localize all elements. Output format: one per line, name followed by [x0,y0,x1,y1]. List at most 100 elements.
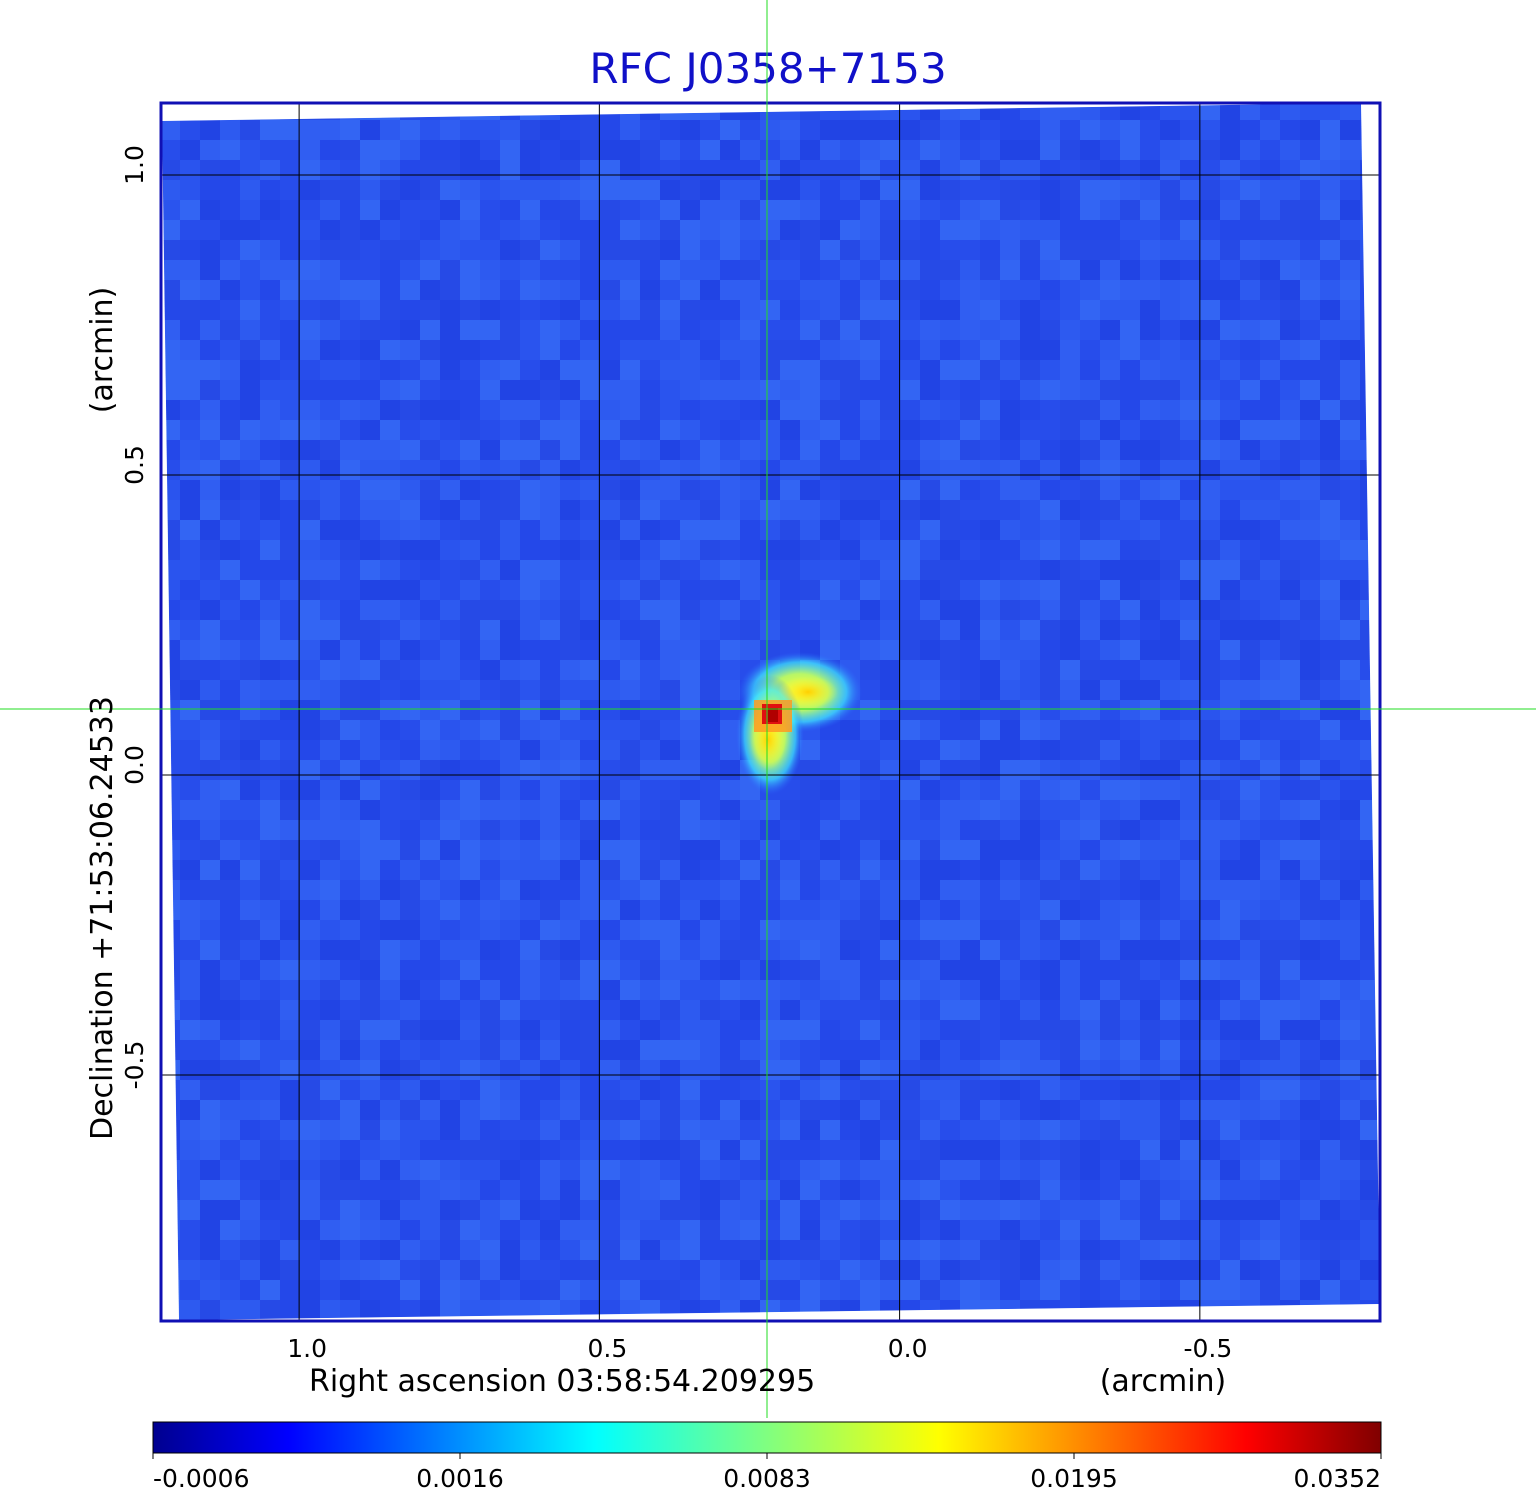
noise-cell [720,1180,740,1200]
noise-cell [1160,1140,1180,1160]
noise-cell [1320,620,1340,640]
noise-cell [300,540,320,560]
noise-cell [620,920,640,940]
noise-cell [180,300,200,320]
noise-cell [860,940,880,960]
noise-cell [1280,1260,1300,1280]
noise-cell [660,600,680,620]
noise-cell [740,520,760,540]
noise-cell [720,1280,740,1300]
noise-cell [1280,760,1300,780]
noise-cell [1160,980,1180,1000]
noise-cell [420,960,440,980]
noise-cell [520,380,540,400]
noise-cell [440,1020,460,1040]
noise-cell [1140,1060,1160,1080]
noise-cell [480,1040,500,1060]
noise-cell [1360,880,1380,900]
noise-cell [660,1300,680,1320]
noise-cell [1140,1180,1160,1200]
noise-cell [1160,1080,1180,1100]
noise-cell [1160,1040,1180,1060]
noise-cell [200,1200,220,1220]
noise-cell [720,780,740,800]
noise-cell [1320,660,1340,680]
noise-cell [560,860,580,880]
noise-cell [1000,500,1020,520]
noise-cell [1020,1100,1040,1120]
noise-cell [1260,460,1280,480]
noise-cell [240,580,260,600]
noise-cell [420,620,440,640]
noise-cell [1040,200,1060,220]
noise-cell [1100,140,1120,160]
noise-cell [760,200,780,220]
noise-cell [180,180,200,200]
noise-cell [1020,840,1040,860]
noise-cell [1000,1080,1020,1100]
noise-cell [1120,1060,1140,1080]
noise-cell [820,760,840,780]
noise-cell [900,340,920,360]
noise-cell [700,900,720,920]
noise-cell [880,360,900,380]
noise-cell [1140,680,1160,700]
noise-cell [1360,820,1380,840]
noise-cell [240,800,260,820]
noise-cell [680,1240,700,1260]
noise-cell [840,1260,860,1280]
noise-cell [1160,180,1180,200]
noise-cell [1260,700,1280,720]
noise-cell [740,260,760,280]
noise-cell [1320,240,1340,260]
noise-cell [800,820,820,840]
noise-cell [340,820,360,840]
noise-cell [400,220,420,240]
noise-cell [600,1000,620,1020]
noise-cell [220,1320,240,1340]
noise-cell [1380,1080,1400,1100]
noise-cell [1240,1320,1260,1340]
noise-cell [720,180,740,200]
noise-cell [1040,680,1060,700]
noise-cell [1000,680,1020,700]
noise-cell [500,820,520,840]
noise-cell [860,840,880,860]
noise-cell [340,740,360,760]
noise-cell [840,840,860,860]
noise-cell [1000,860,1020,880]
noise-cell [520,480,540,500]
noise-cell [920,920,940,940]
noise-cell [960,880,980,900]
noise-cell [920,480,940,500]
noise-cell [260,160,280,180]
noise-cell [780,860,800,880]
noise-cell [1280,160,1300,180]
noise-cell [640,620,660,640]
noise-cell [520,580,540,600]
noise-cell [1300,160,1320,180]
noise-cell [1020,1140,1040,1160]
noise-cell [840,1140,860,1160]
noise-cell [1220,640,1240,660]
noise-cell [380,540,400,560]
noise-cell [620,960,640,980]
noise-cell [360,1060,380,1080]
noise-cell [1360,1200,1380,1220]
noise-cell [1140,620,1160,640]
noise-cell [300,800,320,820]
noise-cell [380,280,400,300]
noise-cell [560,580,580,600]
noise-cell [1300,1120,1320,1140]
noise-cell [1220,280,1240,300]
noise-cell [460,400,480,420]
noise-cell [460,1120,480,1140]
noise-cell [1260,340,1280,360]
noise-cell [1040,160,1060,180]
noise-cell [1060,400,1080,420]
noise-cell [880,800,900,820]
noise-cell [260,800,280,820]
noise-cell [640,1160,660,1180]
noise-cell [580,200,600,220]
noise-cell [860,580,880,600]
